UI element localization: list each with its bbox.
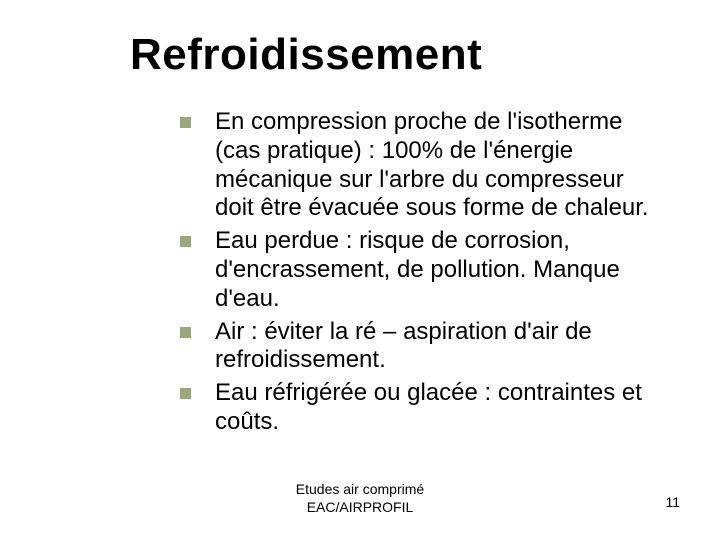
footer-line1: Etudes air comprimé — [0, 481, 720, 499]
list-item: Eau perdue : risque de corrosion, d'encr… — [180, 227, 650, 313]
bullet-text: Air : éviter la ré – aspiration d'air de… — [215, 318, 650, 376]
slide-title: Refroidissement — [130, 30, 680, 80]
list-item: Eau réfrigérée ou glacée : contraintes e… — [180, 379, 650, 437]
bullet-marker-icon — [180, 388, 191, 399]
list-item: En compression proche de l'isotherme (ca… — [180, 108, 650, 223]
bullet-list: En compression proche de l'isotherme (ca… — [180, 108, 650, 437]
footer-center: Etudes air comprimé EAC/AIRPROFIL — [0, 481, 720, 516]
bullet-marker-icon — [180, 236, 191, 247]
footer: Etudes air comprimé EAC/AIRPROFIL 11 — [0, 481, 720, 516]
bullet-text: Eau réfrigérée ou glacée : contraintes e… — [215, 379, 650, 437]
slide: Refroidissement En compression proche de… — [0, 0, 720, 540]
bullet-marker-icon — [180, 117, 191, 128]
list-item: Air : éviter la ré – aspiration d'air de… — [180, 318, 650, 376]
bullet-text: Eau perdue : risque de corrosion, d'encr… — [215, 227, 650, 313]
bullet-text: En compression proche de l'isotherme (ca… — [215, 108, 650, 223]
footer-line2: EAC/AIRPROFIL — [0, 499, 720, 517]
bullet-marker-icon — [180, 327, 191, 338]
page-number: 11 — [665, 494, 680, 510]
